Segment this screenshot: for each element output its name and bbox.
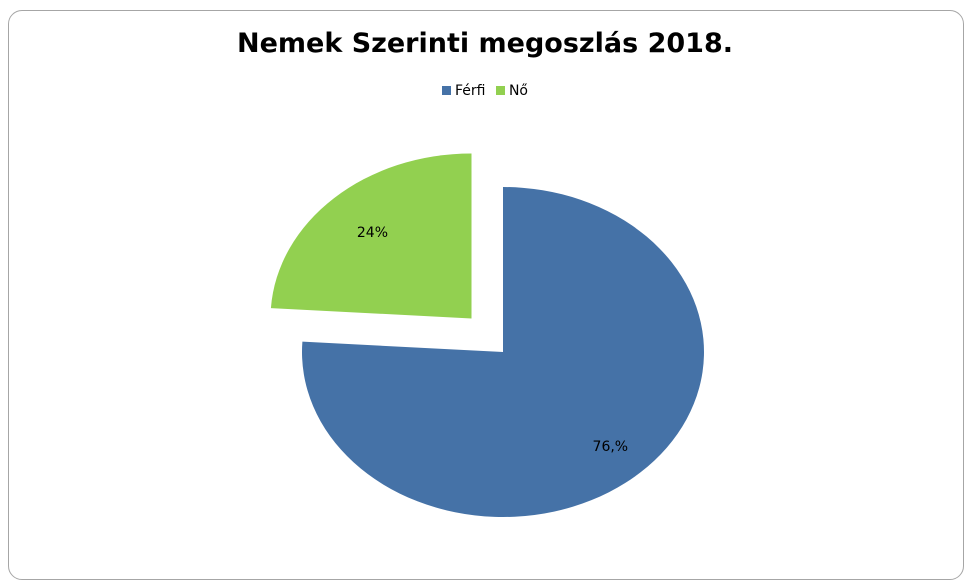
legend-swatch-no	[495, 86, 505, 95]
legend-entry-ferfi: Férfi	[442, 83, 485, 99]
pie-slice-no	[270, 153, 472, 319]
data-label-no: 24%	[357, 225, 388, 241]
legend-label-ferfi: Férfi	[455, 83, 486, 99]
legend-entry-no: Nő	[495, 83, 528, 99]
data-label-ferfi: 76,%	[593, 439, 629, 455]
pie-chart: 76,% 24%	[270, 153, 704, 517]
chart-title: Nemek Szerinti megoszlás 2018.	[237, 28, 733, 59]
legend-label-no: Nő	[508, 83, 528, 99]
legend: Férfi Nő	[0, 83, 970, 99]
pie-slice-ferfi	[302, 187, 704, 517]
legend-swatch-ferfi	[442, 86, 451, 95]
